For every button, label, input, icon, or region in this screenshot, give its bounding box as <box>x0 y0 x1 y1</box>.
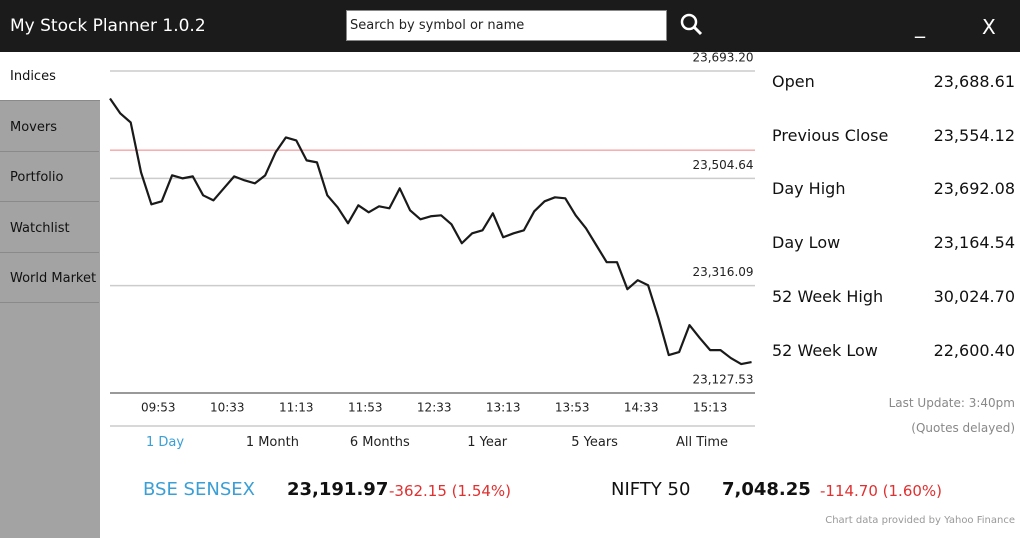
last-update: Last Update: 3:40pm <box>888 396 1015 410</box>
sidebar-tab[interactable]: World Market <box>0 254 99 303</box>
search-input[interactable]: Search by symbol or name <box>346 10 667 41</box>
stat-value: 23,164.54 <box>933 233 1015 253</box>
delay-note: (Quotes delayed) <box>911 421 1015 435</box>
x-tick-label: 13:53 <box>555 401 590 415</box>
x-tick-label: 09:53 <box>141 401 176 415</box>
ticker-price: 7,048.25 <box>722 479 811 500</box>
ticker-change: -114.70 (1.60%) <box>820 482 943 500</box>
y-tick-label: 23,127.53 <box>692 373 753 387</box>
x-tick-label: 15:13 <box>693 401 728 415</box>
range-button[interactable]: All Time <box>675 435 729 450</box>
sidebar: Indices Movers Portfolio Watchlist World Mar… <box>0 52 100 538</box>
ticker-name: BSE SENSEX <box>143 479 255 500</box>
y-tick-label: 23,504.64 <box>692 158 753 172</box>
sidebar-tab[interactable]: Watchlist <box>0 204 99 253</box>
minimize-button[interactable]: _ <box>915 14 925 38</box>
x-tick-label: 12:33 <box>417 401 452 415</box>
stat-value: 23,692.08 <box>933 179 1015 199</box>
x-tick-label: 13:13 <box>486 401 521 415</box>
sidebar-tab[interactable]: Movers <box>0 103 99 152</box>
stat-label: 52 Week Low <box>772 340 878 360</box>
sidebar-tab[interactable]: Portfolio <box>0 153 99 202</box>
x-tick-label: 10:33 <box>210 401 245 415</box>
stat-label: Day High <box>772 179 846 199</box>
stat-label: Previous Close <box>772 125 889 145</box>
x-tick-label: 11:13 <box>279 401 314 415</box>
range-button[interactable]: 1 Month <box>245 435 299 450</box>
ticker-price: 23,191.97 <box>287 479 389 500</box>
y-tick-label: 23,693.20 <box>692 52 753 65</box>
y-tick-label: 23,316.09 <box>692 265 753 279</box>
x-tick-label: 14:33 <box>624 401 659 415</box>
range-button[interactable]: 1 Year <box>467 435 508 450</box>
stat-label: Open <box>772 72 815 91</box>
x-tick-label: 11:53 <box>348 401 383 415</box>
stat-label: 52 Week High <box>772 286 884 306</box>
stat-value: 23,688.61 <box>933 72 1015 91</box>
range-button[interactable]: 5 Years <box>571 435 618 450</box>
app-title: My Stock Planner 1.0.2 <box>10 16 206 36</box>
price-line <box>109 97 752 366</box>
stat-value: 23,554.12 <box>933 125 1015 145</box>
range-button[interactable]: 1 Day <box>145 435 185 450</box>
footer-note: Chart data provided by Yahoo Finance <box>825 515 1015 526</box>
chart: 23,127.53 23,316.09 23,504.64 23,693.20 09:5… <box>109 52 755 427</box>
ticker-change: -362.15 (1.54%) <box>389 482 512 500</box>
sidebar-tab[interactable]: Indices <box>0 52 100 101</box>
title-bar: My Stock Planner 1.0.2 Search by symbol … <box>0 0 1020 52</box>
stat-value: 22,600.40 <box>933 340 1015 360</box>
search-icon[interactable] <box>680 13 704 37</box>
close-button[interactable]: X <box>982 15 996 39</box>
stat-label: Day Low <box>772 233 841 253</box>
range-button[interactable]: 6 Months <box>349 435 410 450</box>
ticker-name: NIFTY 50 <box>611 479 691 500</box>
stat-value: 30,024.70 <box>933 286 1015 306</box>
